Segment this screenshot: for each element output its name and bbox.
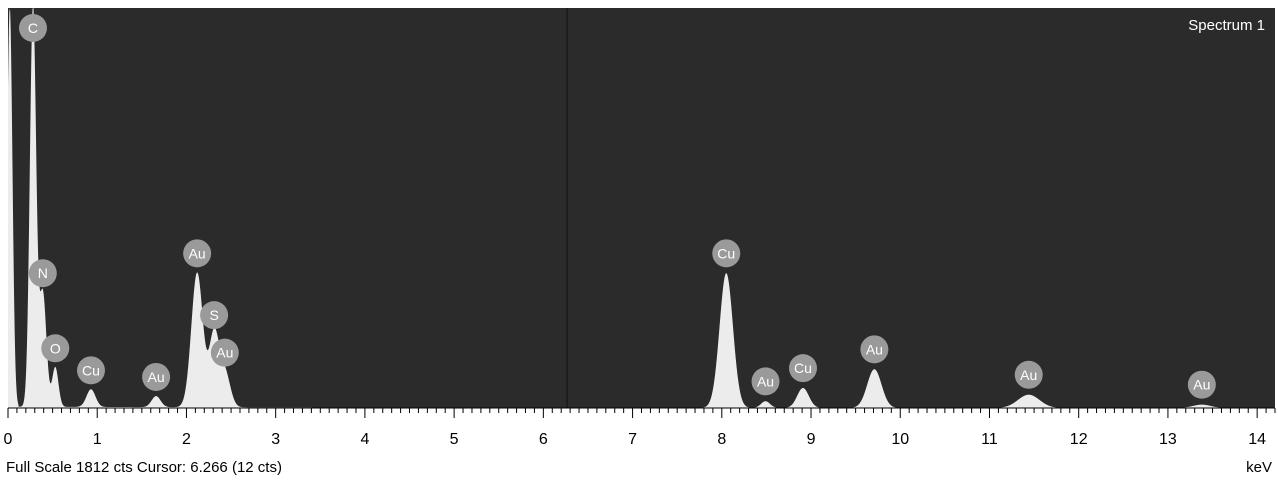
peak-labels: C N O Cu Au Au S Au Cu Au Cu Au Au Au: [18, 14, 1216, 399]
peak-badge: [41, 334, 70, 363]
peak-element-label: Au: [1020, 367, 1037, 383]
peak-badge: [28, 259, 57, 288]
spectrum-title: Spectrum 1: [1188, 17, 1265, 34]
peak-badge: [751, 367, 780, 396]
peak-badge: [1187, 370, 1216, 399]
peak-label-cu[interactable]: Cu: [712, 239, 741, 268]
peak-badge: [76, 356, 105, 385]
peak-element-label: Au: [866, 341, 883, 357]
peak-element-label: Cu: [717, 245, 735, 261]
peak-element-label: Au: [189, 245, 206, 261]
peak-badge: [712, 239, 741, 268]
x-axis-tick-labels: 0 1 2 3 4 5 6 7 8 9 10 11 12 13 14: [4, 431, 1267, 448]
peak-badge: [788, 354, 817, 383]
peak-element-label: C: [28, 20, 38, 36]
peak-label-au[interactable]: Au: [142, 362, 171, 391]
peak-label-o[interactable]: O: [41, 334, 70, 363]
peak-badge: [183, 239, 212, 268]
peak-label-c[interactable]: C: [18, 14, 47, 42]
x-tick-label: 12: [1070, 431, 1088, 448]
x-tick-label: 2: [182, 431, 191, 448]
peak-element-label: Au: [1193, 377, 1210, 393]
x-tick-label: 7: [628, 431, 637, 448]
peak-label-n[interactable]: N: [28, 259, 57, 288]
x-tick-label: 13: [1159, 431, 1177, 448]
x-tick-label: 5: [450, 431, 459, 448]
peak-element-label: Cu: [794, 360, 812, 376]
peak-label-au[interactable]: Au: [210, 338, 239, 367]
x-tick-label: 6: [539, 431, 548, 448]
peak-element-label: Au: [757, 373, 774, 389]
x-tick-label: 11: [981, 431, 998, 448]
peak-badge: [1014, 360, 1043, 389]
peak-badge: [18, 14, 47, 42]
peak-badge: [142, 362, 171, 391]
peak-label-s[interactable]: S: [200, 301, 229, 330]
peak-label-au[interactable]: Au: [1187, 370, 1216, 399]
peak-element-label: Au: [216, 345, 233, 361]
peak-label-au[interactable]: Au: [1014, 360, 1043, 389]
energy-unit-label: keV: [1246, 459, 1272, 476]
x-tick-label: 3: [271, 431, 280, 448]
full-scale-readout: Full Scale 1812 cts Cursor: 6.266 (12 ct…: [6, 459, 282, 476]
peak-label-cu[interactable]: Cu: [76, 356, 105, 385]
x-tick-label: 14: [1248, 431, 1266, 448]
x-tick-label: 8: [717, 431, 726, 448]
peak-badge: [200, 301, 229, 330]
peak-element-label: Cu: [82, 362, 100, 378]
x-tick-label: 4: [360, 431, 369, 448]
x-tick-label: 1: [93, 431, 102, 448]
x-tick-label: 9: [807, 431, 816, 448]
peak-element-label: N: [38, 265, 48, 281]
x-tick-label: 0: [4, 431, 13, 448]
peak-badge: [210, 338, 239, 367]
x-axis-ticks: [7, 408, 1276, 418]
peak-element-label: O: [50, 340, 61, 356]
peak-element-label: Au: [148, 369, 165, 385]
x-tick-label: 10: [891, 431, 909, 448]
peak-label-au[interactable]: Au: [183, 239, 212, 268]
peak-label-cu[interactable]: Cu: [788, 354, 817, 383]
peak-element-label: S: [209, 307, 218, 323]
peak-label-au[interactable]: Au: [860, 335, 889, 364]
peak-badge: [860, 335, 889, 364]
peak-label-au[interactable]: Au: [751, 367, 780, 396]
